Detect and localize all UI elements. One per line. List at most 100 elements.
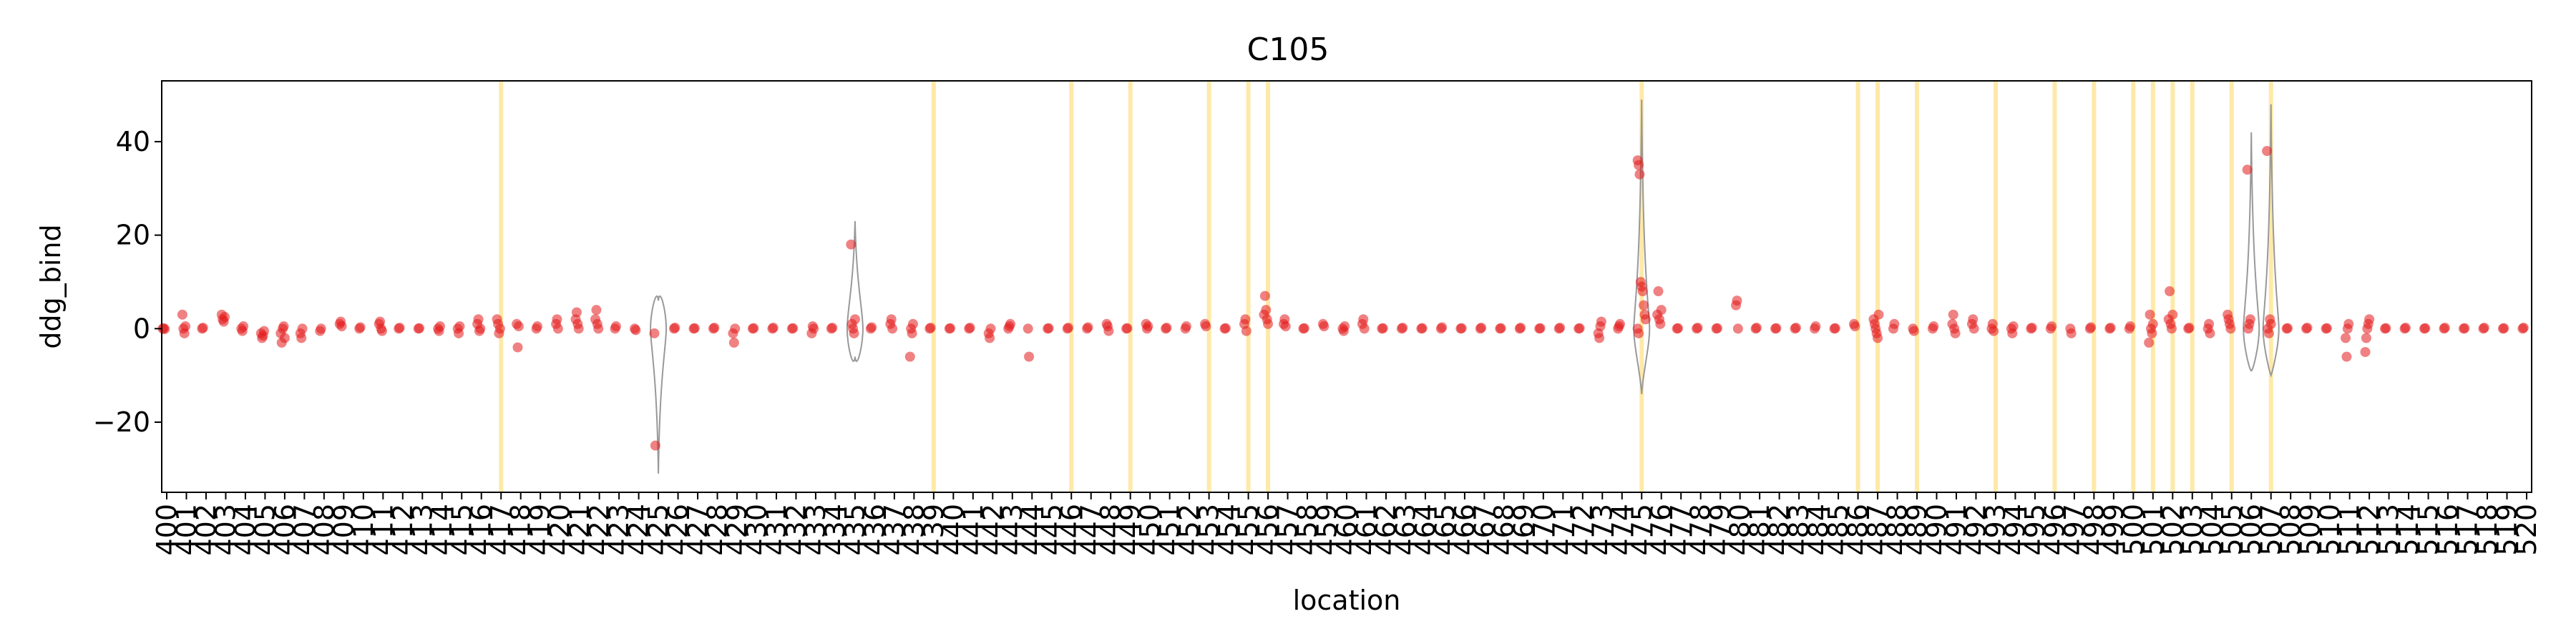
data-point [1437, 322, 1448, 333]
data-point [728, 337, 739, 348]
data-point [1594, 333, 1605, 343]
x-tick-label: 402 [190, 504, 222, 556]
x-tick-label: 507 [2255, 504, 2287, 556]
x-tick-label: 498 [2078, 504, 2109, 556]
data-point [1005, 318, 1015, 329]
data-point [887, 323, 898, 334]
x-tick-label: 460 [1331, 504, 1362, 556]
data-point [1555, 323, 1566, 333]
data-point [2204, 318, 2215, 329]
data-point [2321, 323, 2332, 333]
data-point [709, 323, 720, 333]
data-point [788, 323, 799, 333]
x-tick-label: 494 [1999, 504, 2031, 556]
highlight-band-496 [2052, 81, 2057, 492]
highlight-band-500 [2131, 81, 2136, 492]
data-point [846, 239, 857, 250]
data-point [1751, 323, 1762, 333]
x-tick-label: 439 [918, 504, 950, 556]
data-point [1673, 323, 1684, 333]
data-point [2265, 318, 2276, 329]
data-point [2086, 322, 2097, 333]
x-tick-label: 432 [780, 504, 811, 556]
x-tick-label: 482 [1764, 504, 1795, 556]
data-point [1516, 323, 1526, 333]
x-tick-label: 476 [1646, 504, 1677, 556]
x-tick-label: 506 [2235, 504, 2267, 556]
data-point [1358, 314, 1369, 325]
x-tick-label: 500 [2117, 504, 2149, 556]
data-point [1830, 323, 1840, 333]
x-tick-label: 426 [663, 504, 694, 556]
data-point [2184, 323, 2195, 333]
x-tick-label: 422 [584, 504, 615, 556]
data-point [1263, 318, 1274, 329]
data-point [2144, 337, 2155, 348]
highlight-band-449 [1128, 81, 1133, 492]
y-axis: −20 0 20 40 [93, 126, 162, 438]
violin-506 [2243, 132, 2260, 372]
highlight-band-487 [1875, 81, 1880, 492]
x-tick-label: 468 [1488, 504, 1520, 556]
highlight-band-455 [1246, 81, 1251, 492]
violin-425 [650, 295, 668, 474]
data-point [2420, 323, 2431, 333]
data-point [2008, 321, 2019, 332]
data-point [2147, 328, 2157, 338]
data-point [809, 323, 819, 334]
x-tick-label: 514 [2393, 504, 2424, 556]
x-tick-label: 423 [603, 504, 635, 556]
data-point [610, 321, 621, 332]
data-point [886, 314, 897, 325]
violins [650, 99, 2280, 474]
data-point [1103, 326, 1114, 336]
data-point [2364, 314, 2375, 325]
data-point [985, 333, 995, 343]
data-point [1653, 286, 1664, 297]
data-point [1340, 321, 1350, 332]
x-tick-label: 410 [348, 504, 379, 556]
x-tick-label: 442 [977, 504, 1008, 556]
x-tick-label: 424 [623, 504, 655, 556]
data-point [259, 326, 270, 336]
highlight-band-417 [499, 81, 504, 492]
data-point [278, 321, 289, 332]
data-point [1810, 321, 1821, 332]
x-tick-label: 459 [1312, 504, 1343, 556]
x-tick-label: 428 [702, 504, 733, 556]
data-point [2125, 321, 2136, 332]
x-tick-label: 404 [230, 504, 261, 556]
x-tick-label: 406 [269, 504, 301, 556]
data-point [591, 305, 602, 316]
x-tick-label: 475 [1626, 504, 1657, 556]
data-point [494, 323, 505, 334]
x-tick-label: 467 [1468, 504, 1500, 556]
x-tick-label: 462 [1370, 504, 1402, 556]
data-point [1692, 323, 1703, 333]
x-tick-label: 441 [957, 504, 989, 556]
x-tick-label: 420 [545, 504, 576, 556]
x-tick-label: 517 [2452, 504, 2484, 556]
data-point [1614, 318, 1625, 329]
x-tick-label: 451 [1154, 504, 1186, 556]
data-point [965, 323, 975, 333]
data-point [573, 323, 584, 334]
x-tick-label: 418 [505, 504, 537, 556]
highlight-band-503 [2190, 81, 2195, 492]
x-tick-label: 464 [1410, 504, 1441, 556]
x-tick-label: 414 [426, 504, 458, 556]
x-tick-label: 463 [1390, 504, 1421, 556]
data-point [1299, 323, 1309, 333]
data-point [2302, 323, 2313, 333]
data-point [2145, 309, 2155, 320]
x-tick-label: 470 [1528, 504, 1559, 556]
data-point [867, 322, 877, 333]
data-point [1889, 318, 1900, 329]
data-point [532, 321, 542, 332]
x-tick-label: 411 [367, 504, 399, 556]
data-point [2066, 328, 2077, 338]
data-point [2343, 318, 2354, 329]
data-points [157, 146, 2529, 451]
data-point [630, 325, 641, 336]
